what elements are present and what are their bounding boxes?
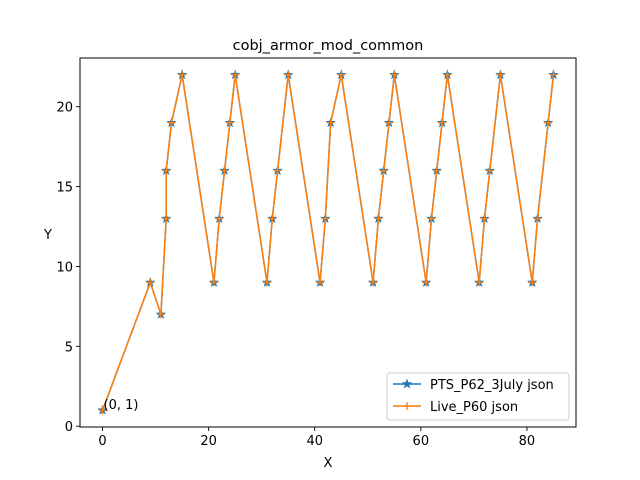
data-point xyxy=(533,214,542,223)
data-point xyxy=(485,166,494,175)
data-point xyxy=(316,278,325,287)
data-point xyxy=(98,406,107,415)
data-point xyxy=(268,214,277,223)
legend-swatch-series-1 xyxy=(393,402,421,410)
x-tick-label: 80 xyxy=(519,434,536,449)
x-axis-label: X xyxy=(324,456,333,471)
series-1 xyxy=(98,70,558,415)
y-axis-label: Y xyxy=(43,228,52,243)
data-point xyxy=(162,166,171,175)
legend-label-series-0: PTS_P62_3July json xyxy=(430,378,554,393)
data-point xyxy=(156,310,165,319)
data-point xyxy=(379,166,388,175)
data-point xyxy=(273,166,282,175)
y-tick-label: 15 xyxy=(56,181,73,196)
data-point xyxy=(528,278,537,287)
data-point xyxy=(422,278,431,287)
data-point xyxy=(225,118,234,127)
data-point xyxy=(220,166,229,175)
data-point xyxy=(337,70,346,79)
y-tick-label: 10 xyxy=(56,260,73,275)
data-point xyxy=(178,70,187,79)
data-point xyxy=(231,70,240,79)
y-tick-label: 5 xyxy=(65,340,73,355)
point-annotation: (0, 1) xyxy=(104,398,139,413)
data-point xyxy=(496,70,505,79)
x-tick-label: 60 xyxy=(413,434,430,449)
data-point xyxy=(544,118,553,127)
data-point xyxy=(427,214,436,223)
data-point xyxy=(321,214,330,223)
legend-swatch-series-0 xyxy=(393,378,421,389)
y-tick-label: 20 xyxy=(56,101,73,116)
data-point xyxy=(167,118,176,127)
x-tick-label: 40 xyxy=(306,434,323,449)
data-point xyxy=(475,278,484,287)
data-point xyxy=(262,278,271,287)
legend-label-series-1: Live_P60 json xyxy=(430,400,518,415)
legend-box xyxy=(386,372,570,421)
data-point xyxy=(162,214,171,223)
data-point xyxy=(443,70,452,79)
data-point xyxy=(390,70,399,79)
data-point xyxy=(146,278,155,287)
data-point xyxy=(369,278,378,287)
plot-area xyxy=(97,69,559,415)
chart-title: cobj_armor_mod_common xyxy=(233,38,424,54)
legend-marker xyxy=(401,378,413,389)
x-tick-label: 0 xyxy=(98,434,106,449)
series-line-1 xyxy=(101,74,555,411)
legend: PTS_P62_3July json Live_P60 json xyxy=(386,372,570,421)
axis-ticks: 0 20 40 60 80 0 5 10 15 20 xyxy=(56,101,535,449)
axes-frame xyxy=(79,57,577,428)
data-point xyxy=(326,118,335,127)
data-point xyxy=(215,214,224,223)
legend-marker xyxy=(403,402,411,410)
y-tick-label: 0 xyxy=(65,420,73,435)
data-point xyxy=(284,70,293,79)
data-point xyxy=(209,278,218,287)
data-point xyxy=(549,70,558,79)
data-point xyxy=(438,118,447,127)
data-point xyxy=(374,214,383,223)
x-tick-label: 20 xyxy=(200,434,217,449)
data-point xyxy=(432,166,441,175)
data-point xyxy=(480,214,489,223)
data-point xyxy=(385,118,394,127)
